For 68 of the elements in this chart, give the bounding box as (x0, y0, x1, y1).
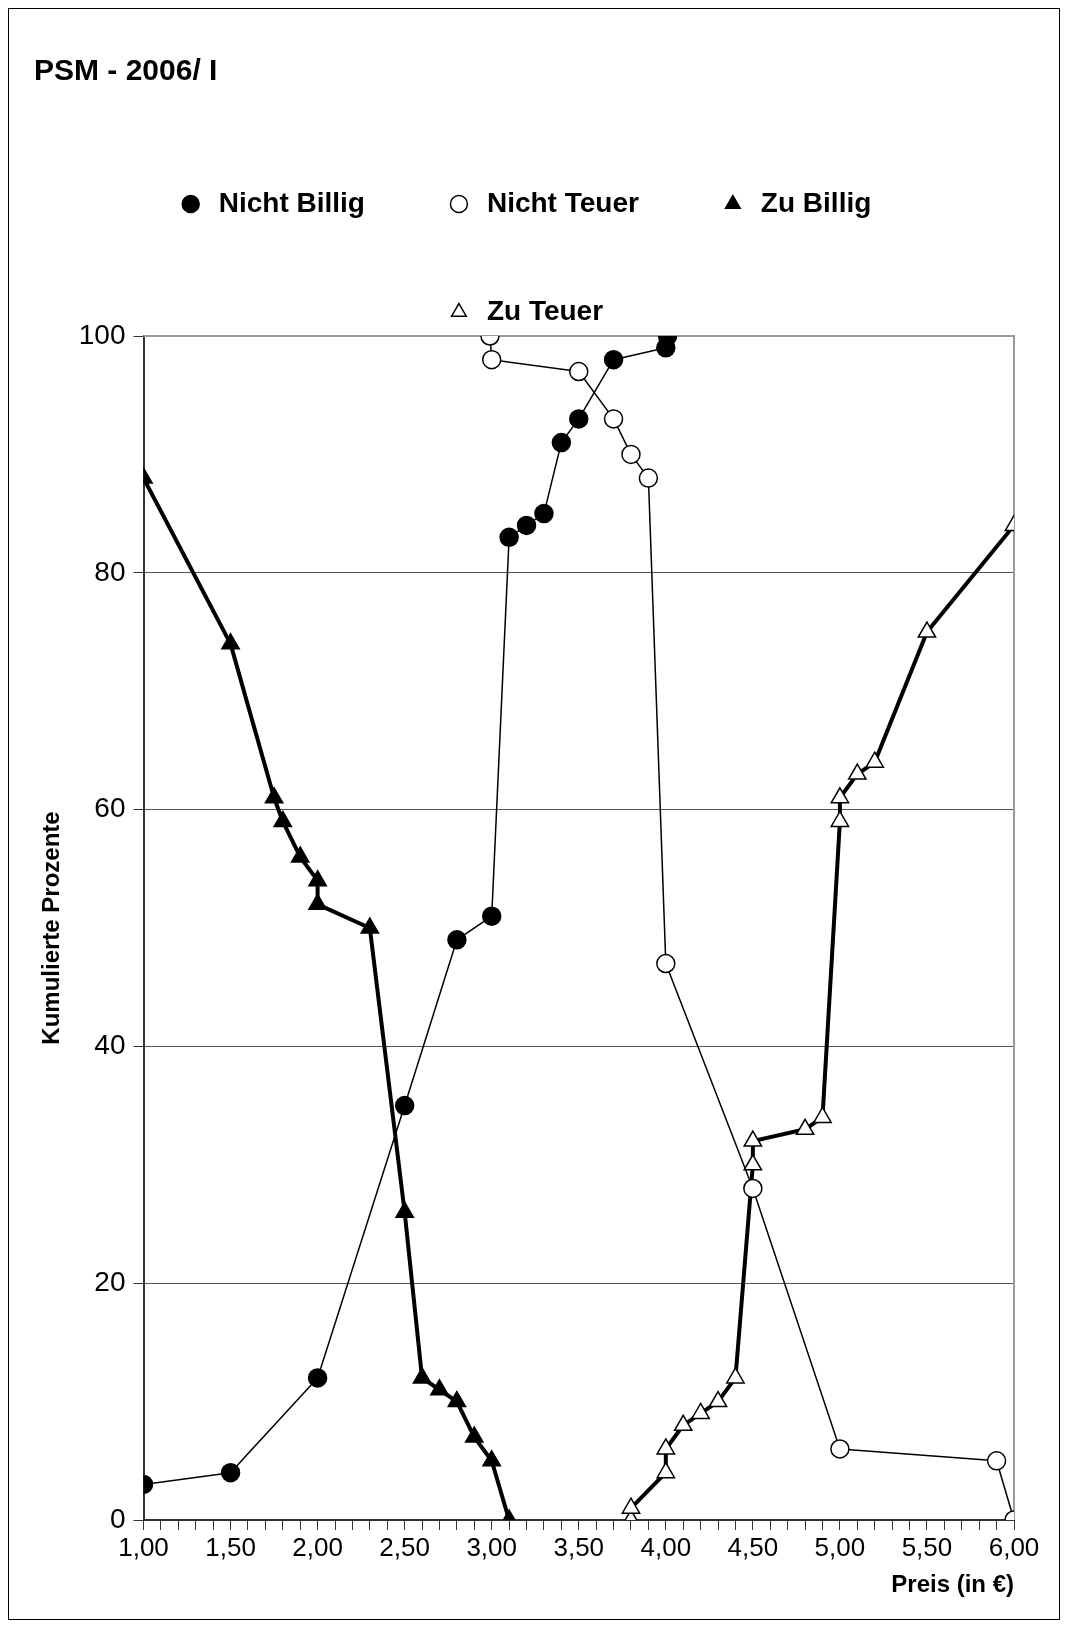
point (603, 349, 624, 370)
x-tick-label: 2,50 (379, 1531, 430, 1562)
point (264, 787, 284, 804)
x-tick-label: 1,00 (118, 1531, 169, 1562)
point (673, 1414, 693, 1432)
point (481, 906, 502, 926)
point (499, 527, 519, 548)
point (638, 468, 659, 488)
point (481, 349, 502, 370)
point (569, 409, 589, 429)
x-tick-label: 4,50 (727, 1531, 779, 1562)
point (482, 1450, 502, 1467)
point (464, 1426, 484, 1443)
x-tick-label: 5,50 (901, 1531, 953, 1562)
x-tick-label: 5,00 (814, 1531, 866, 1562)
point (656, 953, 676, 974)
y-tick-label: 60 (94, 792, 126, 824)
point (603, 409, 624, 429)
point (830, 787, 850, 804)
point (847, 763, 867, 780)
y-tick-label: 40 (94, 1029, 126, 1061)
legend-label: Nicht Billig (218, 186, 365, 218)
point (447, 930, 467, 950)
x-tick-label: 6,00 (988, 1531, 1040, 1562)
point (273, 810, 293, 828)
point (691, 1402, 711, 1420)
point (795, 1118, 815, 1136)
legend-label: Nicht Teuer (486, 186, 639, 218)
point (569, 361, 589, 382)
point (395, 1201, 415, 1218)
legend-label: Zu Billig (760, 186, 872, 218)
y-tick-label: 20 (94, 1265, 126, 1297)
point (656, 1461, 676, 1479)
point (447, 1390, 467, 1408)
point (221, 633, 240, 650)
y-axis-title: Kumulierte Prozente (37, 811, 65, 1045)
x-tick-label: 1,50 (205, 1531, 256, 1562)
legend-label: Zu Teuer (486, 294, 604, 326)
x-axis-title: Preis (in €) (891, 1570, 1014, 1598)
point (813, 1106, 832, 1124)
y-tick-label: 80 (94, 555, 126, 587)
point (551, 432, 572, 453)
point (656, 1438, 676, 1455)
point (743, 1130, 763, 1147)
point (516, 515, 537, 536)
x-tick-label: 2,00 (292, 1531, 343, 1562)
point (308, 893, 328, 911)
point (360, 917, 380, 934)
x-tick-label: 3,50 (553, 1531, 605, 1562)
point (830, 810, 850, 828)
chart-title: PSM - 2006/ I (34, 53, 218, 87)
point (394, 1095, 415, 1116)
point (412, 1367, 432, 1384)
x-tick-label: 4,00 (640, 1531, 692, 1562)
point (308, 869, 328, 887)
point (708, 1390, 728, 1408)
point (534, 503, 554, 524)
point (917, 621, 937, 638)
point (430, 1379, 449, 1396)
point (621, 1497, 641, 1514)
point (865, 751, 885, 768)
point (621, 444, 641, 465)
y-tick-label: 0 (109, 1502, 126, 1534)
point (726, 1367, 745, 1384)
point (290, 846, 310, 863)
y-tick-label: 100 (78, 318, 126, 350)
x-tick-label: 3,00 (466, 1531, 518, 1562)
point (743, 1154, 763, 1171)
